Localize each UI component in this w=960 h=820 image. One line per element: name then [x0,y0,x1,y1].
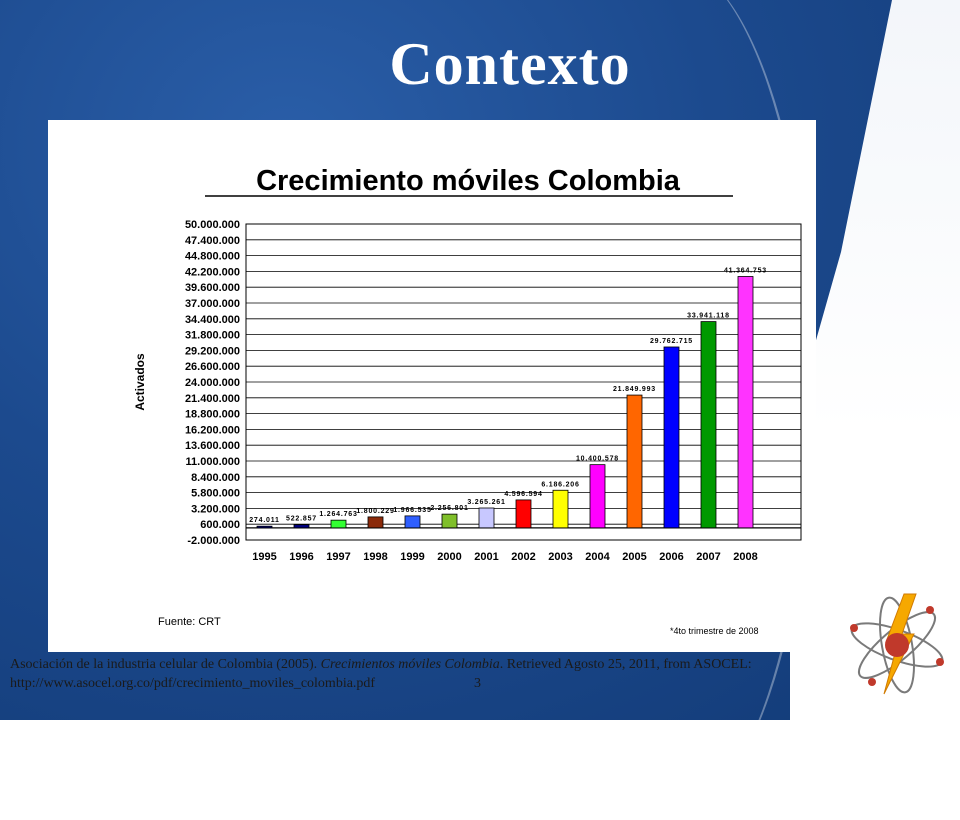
bar-value-label: 29.762.715 [650,338,693,345]
y-tick-label: 600.000 [200,519,240,531]
bar-value-label: 33.941.118 [687,313,730,320]
page-number: 3 [474,676,481,691]
citation-text-2: . Retrieved Agosto 25, 2011, from ASOCEL… [10,657,752,691]
y-tick-label: 50.000.000 [185,219,240,231]
y-tick-label: 37.000.000 [185,298,240,310]
chart-source: Fuente: CRT [158,616,221,628]
y-tick-label: -2.000.000 [187,535,240,547]
y-tick-label: 16.200.000 [185,424,240,436]
citation-text-1: Asociación de la industria celular de Co… [10,657,321,672]
bar [737,276,754,529]
bar [404,515,421,529]
bar [515,499,532,529]
x-tick-label: 2000 [437,551,461,563]
y-tick-label: 29.200.000 [185,345,240,357]
bar [663,346,680,529]
bar [441,513,458,529]
y-tick-label: 3.200.000 [191,503,240,515]
bar-value-label: 3.265.261 [467,499,505,506]
bar [367,516,384,529]
bar-chart: Crecimiento móviles Colombia Activados -… [133,165,802,636]
bar [589,464,606,529]
x-tick-label: 1998 [363,551,387,563]
chart-card: Crecimiento móviles Colombia Activados -… [48,120,816,652]
bar-value-label: 1.264.763 [319,511,357,518]
y-tick-label: 39.600.000 [185,282,240,294]
y-tick-label: 24.000.000 [185,377,240,389]
x-tick-label: 1995 [252,551,276,563]
bar-value-label: 4.596.594 [504,491,542,498]
y-tick-label: 13.600.000 [185,440,240,452]
y-tick-label: 47.400.000 [185,235,240,247]
bar-value-label: 274.011 [249,517,280,524]
x-tick-label: 2001 [474,551,498,563]
citation: Asociación de la industria celular de Co… [10,655,810,693]
x-tick-label: 2002 [511,551,535,563]
y-tick-label: 44.800.000 [185,251,240,263]
y-tick-label: 11.000.000 [186,456,240,468]
bar-value-label: 21.849.993 [613,386,656,393]
x-tick-label: 2007 [696,551,720,563]
bar-value-label: 41.364.753 [724,267,767,274]
y-axis-label: Activados [133,353,147,411]
x-tick-label: 2003 [548,551,572,563]
x-tick-label: 2004 [585,551,610,563]
bar [478,507,495,529]
x-tick-label: 2006 [659,551,683,563]
y-tick-label: 34.400.000 [185,314,240,326]
y-tick-label: 18.800.000 [185,409,240,421]
y-tick-label: 5.800.000 [191,488,240,500]
slide-title: Contexto [389,31,631,97]
y-tick-label: 26.600.000 [185,361,240,373]
atom-logo-icon [850,593,944,695]
bar [256,525,273,529]
bar-value-label: 522.857 [286,516,317,523]
bar [626,394,643,529]
bar-value-label: 1.800.229 [356,508,394,515]
bar [330,519,347,529]
bar-value-label: 10.400.578 [576,456,619,463]
bar-value-label: 1.966.535 [393,507,431,514]
y-tick-label: 21.400.000 [185,393,240,405]
bar-value-label: 2.256.801 [430,505,468,512]
bar [552,489,569,529]
x-tick-label: 1999 [400,551,424,563]
y-tick-label: 8.400.000 [191,472,240,484]
x-tick-label: 2005 [622,551,646,563]
citation-title: Crecimientos móviles Colombia [320,657,500,672]
y-tick-label: 42.200.000 [185,266,240,278]
chart-title: Crecimiento móviles Colombia [256,165,681,197]
y-tick-label: 31.800.000 [185,330,240,342]
x-tick-label: 1997 [326,551,350,563]
chart-footnote: *4to trimestre de 2008 [670,626,759,636]
bar [293,524,310,529]
bar [700,321,717,529]
x-tick-label: 1996 [289,551,313,563]
bar-value-label: 6.186.206 [541,481,579,488]
x-tick-label: 2008 [733,551,757,563]
